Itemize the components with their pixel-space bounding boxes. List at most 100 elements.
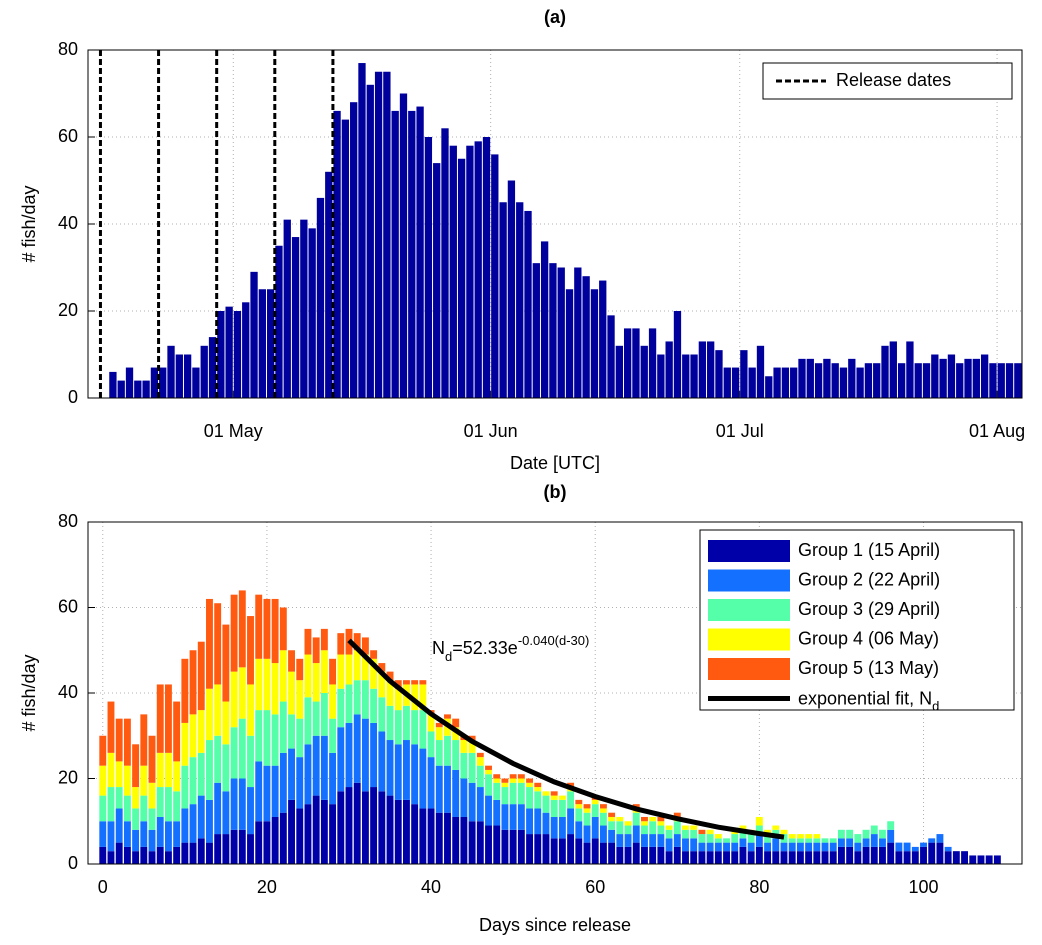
bar-segment — [485, 774, 492, 796]
bar-segment — [665, 825, 673, 830]
bar-segment — [550, 795, 558, 800]
bar-segment — [230, 594, 238, 672]
bar-segment — [123, 846, 131, 864]
bar — [208, 337, 217, 398]
bar-segment — [386, 795, 394, 864]
bar-segment — [928, 838, 936, 843]
legend-swatch — [708, 658, 790, 680]
bar-segment — [206, 740, 213, 800]
bar-segment — [164, 684, 172, 753]
bar-segment — [279, 650, 287, 702]
bar — [516, 202, 524, 398]
bar — [433, 163, 441, 398]
legend-label: Group 5 (13 May) — [798, 658, 939, 678]
bar-segment — [304, 744, 312, 805]
bar-segment — [788, 838, 796, 843]
bar-segment — [337, 633, 345, 655]
bar-segment — [107, 787, 115, 822]
bar — [416, 106, 424, 399]
bar-segment — [411, 710, 419, 745]
bar-segment — [862, 838, 870, 847]
bar — [748, 367, 756, 398]
bar — [922, 363, 931, 398]
bar-segment — [657, 825, 665, 835]
bar-segment — [230, 778, 238, 830]
bar — [756, 345, 765, 398]
bar-segment — [526, 778, 534, 783]
bar-segment — [542, 795, 550, 813]
bar-segment — [279, 607, 287, 651]
bar — [142, 380, 150, 398]
bar-segment — [534, 834, 542, 864]
bar-segment — [887, 829, 895, 843]
bar-segment — [288, 714, 295, 749]
bar — [358, 63, 366, 399]
bar — [939, 358, 947, 398]
bar-segment — [329, 804, 337, 864]
bar-segment — [329, 684, 337, 719]
bar — [474, 141, 482, 398]
bar — [258, 289, 266, 398]
bar-segment — [920, 842, 927, 847]
bar-segment — [485, 769, 492, 775]
bar-segment — [690, 838, 698, 852]
bar-segment — [665, 829, 673, 839]
bar-segment — [993, 855, 1001, 864]
bar-segment — [985, 855, 993, 864]
bar — [773, 367, 781, 398]
bar-segment — [123, 718, 131, 766]
annotation-sup: -0.040(d-30) — [518, 633, 590, 648]
bar-segment — [320, 628, 328, 651]
bar-segment — [263, 658, 271, 711]
bar-segment — [361, 791, 369, 864]
bar-segment — [657, 821, 665, 826]
bar-segment — [99, 765, 107, 796]
bar-segment — [624, 825, 632, 835]
bar-segment — [370, 650, 378, 659]
bar-segment — [706, 842, 714, 852]
bar-segment — [263, 598, 271, 659]
x-tick-label: 01 May — [204, 421, 263, 441]
bar-segment — [632, 842, 640, 864]
bar-segment — [222, 834, 230, 864]
bar-segment — [780, 829, 788, 835]
bar-segment — [690, 851, 698, 864]
bar — [1005, 363, 1014, 398]
bar-segment — [206, 799, 213, 843]
bar-segment — [920, 846, 927, 864]
bar-segment — [870, 825, 878, 835]
bar — [947, 354, 956, 398]
bar-segment — [181, 842, 189, 864]
bar-segment — [837, 838, 845, 847]
bar-segment — [132, 744, 140, 788]
bar-segment — [583, 808, 591, 813]
bar-segment — [411, 684, 419, 711]
bar-segment — [361, 718, 369, 792]
bar-segment — [435, 765, 443, 813]
bar — [325, 171, 333, 398]
bar — [482, 137, 491, 398]
bar — [823, 358, 831, 398]
bar-segment — [263, 765, 271, 822]
bar — [449, 145, 457, 398]
bar-segment — [821, 838, 829, 843]
bar-segment — [739, 829, 747, 839]
bar-segment — [476, 821, 484, 864]
bar-segment — [312, 701, 320, 736]
bar — [781, 367, 790, 398]
bar-segment — [714, 851, 722, 864]
bar-segment — [591, 804, 599, 817]
bar-segment — [903, 851, 911, 864]
x-tick-label: 80 — [749, 877, 769, 897]
x-tick-label: 100 — [908, 877, 938, 897]
y-tick-label: 20 — [58, 767, 78, 787]
bar-segment — [271, 714, 279, 766]
bar — [366, 84, 374, 399]
bar-segment — [247, 834, 254, 864]
bar-segment — [682, 838, 689, 852]
bar-segment — [706, 829, 714, 835]
x-tick-label: 40 — [421, 877, 441, 897]
bar — [200, 345, 208, 398]
bar-segment — [164, 752, 172, 788]
